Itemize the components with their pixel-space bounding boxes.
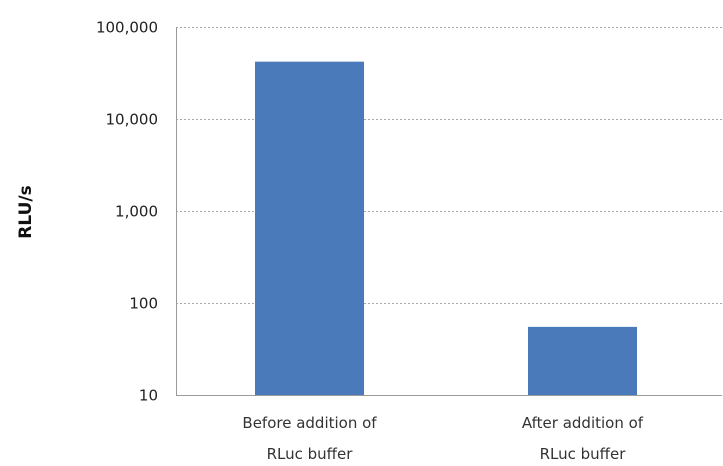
y-tick-label: 1,000	[115, 203, 158, 221]
y-tick-label: 100	[129, 295, 158, 313]
x-category-label: RLuc buffer	[540, 445, 627, 463]
bar-before	[255, 61, 364, 395]
bar-after	[528, 326, 637, 395]
x-category-label: After addition of	[522, 414, 644, 432]
x-category-label: Before addition of	[242, 414, 377, 432]
gridlines	[176, 27, 722, 304]
y-tick-label: 10,000	[106, 111, 159, 129]
y-axis-tick-labels: 10 100 1,000 10,000 100,000	[96, 19, 158, 405]
x-axis-category-labels: Before addition of RLuc buffer After addit…	[242, 414, 643, 463]
bars	[255, 61, 637, 395]
y-axis-title: RLU/s	[16, 185, 36, 238]
y-tick-label: 100,000	[96, 19, 158, 37]
y-tick-label: 10	[139, 387, 158, 405]
x-category-label: RLuc buffer	[267, 445, 354, 463]
